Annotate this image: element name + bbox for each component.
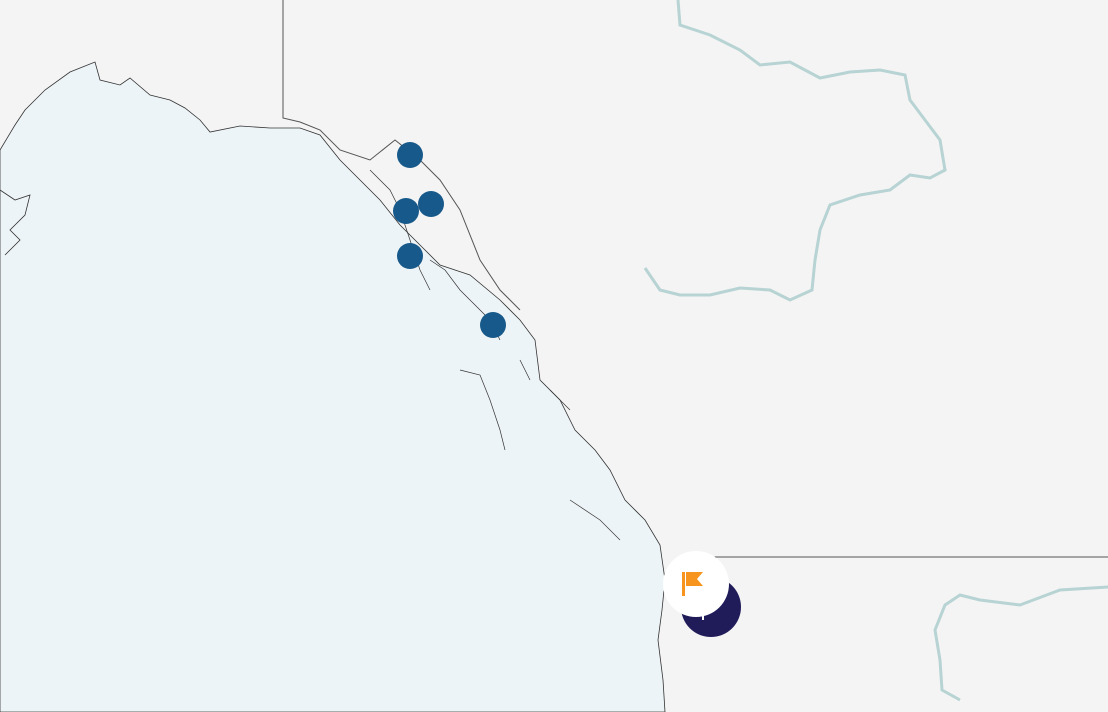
selected-marker[interactable] bbox=[663, 551, 741, 637]
inside-passage-islands bbox=[369, 169, 621, 541]
alaska-peninsula-coast bbox=[0, 189, 31, 256]
ocean bbox=[0, 61, 666, 712]
map-marker[interactable] bbox=[393, 198, 419, 224]
markers bbox=[393, 142, 506, 338]
map-marker[interactable] bbox=[397, 142, 423, 168]
map-marker[interactable] bbox=[397, 243, 423, 269]
river bbox=[933, 585, 1108, 702]
map-marker[interactable] bbox=[480, 312, 506, 338]
alaska-canada-border bbox=[282, 0, 521, 311]
river bbox=[643, 0, 947, 302]
flag-icon bbox=[682, 572, 703, 596]
map-marker[interactable] bbox=[418, 191, 444, 217]
